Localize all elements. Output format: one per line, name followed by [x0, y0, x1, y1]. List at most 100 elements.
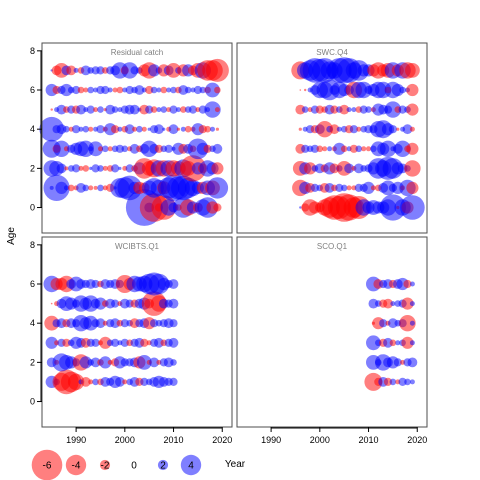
bubble: [383, 377, 393, 386]
bubble: [211, 162, 224, 175]
panel: Residual catch: [39, 42, 233, 234]
bubble: [401, 297, 414, 310]
bubble: [322, 146, 328, 152]
bubble: [150, 106, 158, 113]
bubble: [168, 298, 179, 309]
bubble: [102, 165, 108, 171]
bubble: [97, 165, 104, 172]
bubble: [346, 185, 352, 191]
bubble: [344, 163, 354, 174]
panel-frame: [41, 236, 233, 428]
bubble: [88, 126, 94, 132]
bubble: [301, 144, 310, 153]
bubble: [391, 83, 404, 97]
bubble: [330, 105, 339, 114]
bubble: [349, 125, 358, 134]
bubble: [184, 125, 192, 133]
bubble: [212, 143, 223, 154]
bubble: [112, 87, 118, 93]
panel-title: SWC.Q4: [316, 48, 348, 57]
bubble: [88, 185, 94, 191]
bubble: [362, 181, 375, 194]
bubble: [97, 106, 104, 113]
bubble: [156, 87, 162, 93]
bubble: [366, 146, 371, 152]
x-tick-label: 2010: [164, 435, 184, 445]
bubble: [205, 58, 229, 82]
y-tick-label: 4: [30, 124, 35, 134]
bubble: [168, 124, 179, 135]
bubble: [340, 184, 348, 192]
bubble: [56, 104, 67, 115]
bubble: [299, 89, 302, 91]
bubble: [327, 146, 333, 152]
bubble: [66, 65, 77, 76]
x-tick-label: 2000: [115, 435, 135, 445]
bubble: [118, 166, 122, 170]
bubble: [198, 125, 207, 134]
bubble: [349, 144, 358, 153]
bubble: [340, 145, 348, 153]
bubble: [125, 164, 134, 173]
bubble: [145, 85, 154, 95]
bubble: [55, 181, 68, 194]
bubble: [333, 142, 346, 155]
bubble: [379, 140, 397, 157]
bubble: [63, 185, 69, 191]
bubble: [72, 125, 81, 134]
bubble: [214, 86, 221, 94]
bubble: [154, 124, 164, 135]
y-tick-label: 0: [30, 397, 35, 407]
bubble: [175, 107, 181, 113]
bubble: [67, 373, 85, 391]
bubble: [148, 64, 161, 77]
bubble: [324, 183, 335, 193]
bubble: [73, 67, 79, 73]
bubble: [78, 165, 84, 171]
bubble: [180, 106, 187, 113]
y-axis-title: Age: [6, 227, 17, 245]
x-axis-title: Year: [225, 459, 246, 470]
legend: -6 -4 -2 0 2 4: [31, 449, 202, 480]
bubble: [83, 87, 89, 93]
bubble: [304, 162, 317, 175]
bubble: [120, 338, 129, 347]
bubble: [150, 319, 159, 328]
panel-frame: [236, 236, 428, 428]
bubble: [147, 127, 151, 131]
bubble: [87, 86, 94, 94]
bubble: [136, 125, 143, 133]
bubble: [107, 87, 113, 93]
bubble: [409, 281, 415, 287]
bubble: [120, 319, 129, 328]
y-tick-label: 2: [30, 357, 35, 367]
bubble: [336, 126, 342, 132]
bubble: [315, 105, 324, 114]
bubble: [82, 165, 90, 172]
bubble: [346, 107, 352, 113]
bubble: [206, 177, 229, 199]
bubble: [111, 106, 119, 113]
legend-bubble: [65, 454, 87, 476]
bubble: [199, 86, 207, 94]
legend-label: 2: [160, 461, 166, 472]
bubble: [351, 107, 357, 113]
bubble: [394, 140, 411, 157]
bubble: [204, 101, 221, 118]
axes-layer: 0 2 4 6 8 0 2 4 6 8 1990 2000 2010 2020 1990 2000 2010 20…: [30, 46, 427, 445]
bubble: [154, 337, 164, 348]
bubble: [299, 206, 302, 209]
bubble: [316, 145, 324, 153]
bubble: [132, 126, 138, 132]
bubble: [404, 160, 421, 177]
legend-bubble: [31, 449, 63, 480]
bubble: [160, 106, 168, 113]
bubble: [403, 279, 412, 289]
bubble: [99, 356, 112, 369]
bubble: [79, 356, 92, 369]
bubble: [406, 181, 419, 194]
panel-frame: [41, 42, 233, 234]
bubble: [56, 163, 67, 174]
bubble: [154, 144, 163, 153]
bubble: [383, 298, 393, 309]
